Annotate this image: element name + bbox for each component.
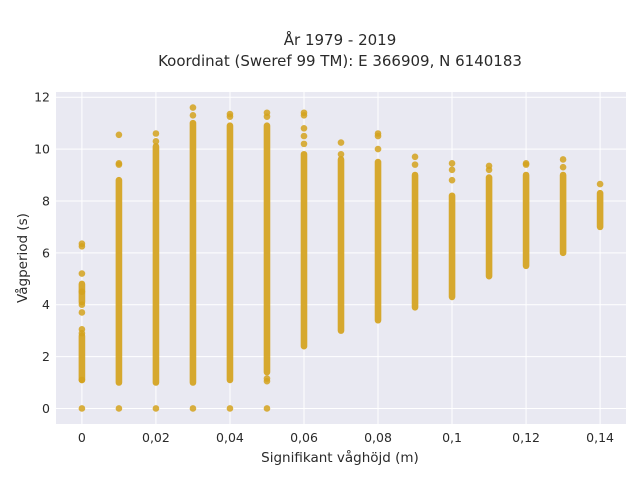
chart-title-line1: År 1979 - 2019 [284,30,397,49]
data-point [559,156,567,163]
data-point [78,240,86,248]
data-point-cluster [596,189,604,231]
x-tick-label: 0,08 [364,430,392,445]
y-tick-label: 0 [42,401,50,416]
data-point-cluster [411,171,419,311]
data-point [448,160,456,167]
x-tick-label: 0,04 [216,430,244,445]
data-point [78,301,86,308]
x-tick-label: 0,14 [586,430,614,445]
data-point [300,109,308,117]
x-tick-label: 0,06 [290,430,318,445]
y-tick-label: 2 [42,349,50,364]
data-point [115,131,123,139]
data-point [374,130,382,137]
data-point [559,163,567,171]
data-points [78,104,604,412]
y-tick-label: 10 [34,142,50,157]
y-axis-ticks: 0 2 4 6 8 10 12 [34,90,50,416]
data-point [115,405,123,412]
x-tick-label: 0,02 [142,430,170,445]
data-point-cluster [189,119,197,386]
data-point [300,125,308,132]
data-point [78,270,86,277]
data-point [78,309,86,316]
data-point [411,161,419,168]
data-point-cluster [522,171,530,270]
data-point [152,130,160,137]
data-point [78,326,86,333]
data-point [152,405,160,412]
data-point-cluster [337,156,345,334]
data-point [189,112,197,119]
data-point-cluster [226,122,234,384]
data-point-cluster [152,143,160,386]
data-point [78,376,86,384]
data-point-cluster [115,176,123,386]
data-point [226,405,234,412]
data-point [115,160,123,167]
y-tick-label: 6 [42,245,50,260]
chart-title-line2: Koordinat (Sweref 99 TM): E 366909, N 61… [158,52,522,70]
data-point-cluster [263,122,271,376]
data-point [596,180,604,188]
data-point-cluster [300,150,308,350]
data-point-cluster [448,192,456,301]
x-tick-label: 0,1 [442,430,462,445]
data-point [300,132,308,140]
data-point [448,166,456,174]
data-point-cluster [559,171,567,257]
data-point [226,110,234,118]
data-point-cluster [485,174,493,280]
data-point [337,150,345,158]
x-tick-label: 0,12 [512,430,540,445]
data-point [263,375,271,382]
data-point [78,288,86,296]
data-point [374,145,382,153]
data-point [485,162,493,170]
data-point [300,140,308,148]
data-point [263,405,271,412]
data-point [152,137,160,145]
data-point [189,405,197,412]
y-axis-label: Vågperiod (s) [14,213,31,303]
x-axis-ticks: 0 0,02 0,04 0,06 0,08 0,1 0,12 0,14 [78,430,614,445]
data-point [337,139,345,146]
data-point [411,153,419,161]
x-tick-label: 0 [78,430,86,445]
data-point-cluster [374,158,382,324]
y-tick-label: 8 [42,193,50,208]
y-tick-label: 4 [42,297,50,312]
data-point [522,160,530,167]
data-point [448,176,456,184]
data-point [189,104,197,111]
x-axis-label: Signifikant våghöjd (m) [261,449,419,466]
data-point [78,405,86,412]
y-tick-label: 12 [34,90,50,105]
data-point-cluster [78,332,86,384]
data-point [263,109,271,117]
